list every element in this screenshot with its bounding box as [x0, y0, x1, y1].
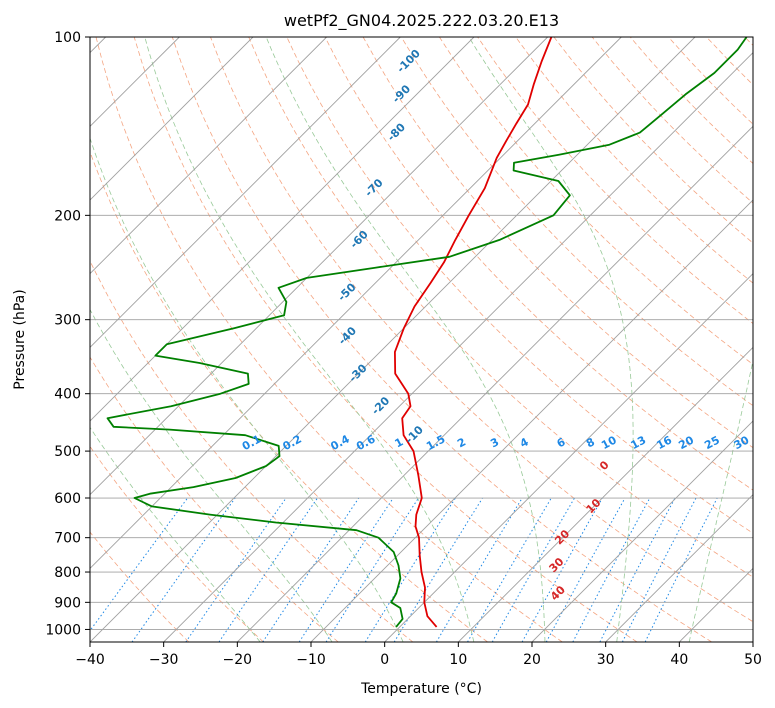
mixing-ratio-line — [545, 497, 626, 642]
isotherm-line — [163, 52, 753, 642]
dry-adiabat-line — [515, 37, 753, 284]
x-tick-label: 20 — [523, 652, 541, 668]
x-axis-label: Temperature (°C) — [360, 681, 482, 697]
mixing-ratio-line — [90, 497, 189, 632]
isotherm-line — [90, 37, 548, 496]
dry-adiabat-line — [400, 37, 753, 407]
moist-adiabat-line — [468, 37, 634, 642]
dry-adiabat-line — [210, 37, 753, 623]
dry-adiabat-line — [133, 37, 638, 642]
mixing-ratio-label: 25 — [702, 433, 722, 452]
y-tick-label: 1000 — [45, 622, 81, 638]
y-tick-label: 200 — [54, 208, 81, 224]
dry-adiabat-line — [95, 37, 563, 642]
mixing-ratio-label: 10 — [599, 433, 619, 452]
chart-title: wetPf2_GN04.2025.222.03.20.E13 — [284, 11, 559, 31]
mixing-ratio-label: 20 — [676, 433, 696, 452]
y-tick-label: 400 — [54, 387, 81, 403]
dry-adiabat-line — [324, 37, 753, 491]
dry-adiabat-line — [90, 445, 264, 642]
profile-line — [106, 37, 748, 628]
isotherm-line — [310, 199, 753, 642]
dry-adiabat-line — [90, 531, 190, 642]
isotherm-line — [90, 37, 475, 422]
x-tick-label: 10 — [449, 652, 467, 668]
mixing-ratio-line — [435, 497, 523, 642]
y-tick-label: 600 — [54, 491, 81, 507]
x-tick-label: 50 — [744, 652, 762, 668]
x-tick-label: −20 — [223, 652, 253, 668]
mixing-ratio-label: 30 — [732, 433, 752, 452]
moist-adiabat-line — [144, 37, 475, 642]
isotherm-line — [237, 125, 753, 642]
y-axis-ticks: 100 200 300 400 500 600 700 800 900 1000 — [45, 30, 90, 638]
mixing-ratio-label: 13 — [629, 433, 649, 452]
dry-adiabat-line — [90, 150, 488, 642]
mixing-ratio-line — [393, 497, 483, 642]
isotherm-line — [90, 37, 696, 642]
plot-frame — [89, 36, 754, 643]
x-tick-label: 0 — [380, 652, 389, 668]
dry-adiabat-line — [439, 37, 753, 365]
dry-adiabat-line — [171, 37, 712, 642]
y-tick-label: 700 — [54, 531, 81, 547]
series-layer — [106, 37, 748, 628]
moist-adiabat-line — [265, 37, 546, 642]
dry-adiabat-line — [248, 37, 753, 578]
y-tick-label: 800 — [54, 565, 81, 581]
dry-adiabat-line — [90, 356, 339, 642]
y-tick-label: 300 — [54, 313, 81, 329]
y-tick-label: 500 — [54, 444, 81, 460]
mixing-ratio-line — [621, 497, 697, 642]
x-tick-label: 30 — [597, 652, 615, 668]
mixing-ratio-line — [644, 497, 718, 642]
mixing-ratio-line — [572, 497, 651, 642]
mixing-ratio-line — [599, 497, 676, 642]
mixing-ratio-label: 16 — [654, 433, 674, 452]
x-tick-label: −10 — [296, 652, 326, 668]
y-tick-label: 900 — [54, 595, 81, 611]
moist-adiabat-line — [688, 358, 753, 642]
y-tick-label: 100 — [54, 30, 81, 46]
isotherm-line — [458, 346, 753, 642]
mixing-ratio-line — [364, 497, 456, 642]
moist-adiabats — [90, 37, 753, 642]
moist-adiabat-line — [90, 426, 261, 642]
x-tick-label: 40 — [670, 652, 688, 668]
y-axis-label: Pressure (hPa) — [12, 289, 28, 389]
moist-adiabat-line — [90, 308, 333, 642]
isotherm-line — [90, 37, 401, 348]
isotherm-line — [384, 273, 753, 642]
isotherm-line — [90, 37, 327, 275]
x-tick-label: −30 — [149, 652, 179, 668]
x-axis-ticks: −40 −30 −20 −10 0 10 20 30 40 50 — [75, 642, 762, 668]
isotherms — [90, 37, 753, 642]
isotherm-line — [605, 494, 753, 642]
isotherm-line — [90, 37, 622, 569]
mixing-ratio-line — [131, 497, 236, 642]
dry-adiabats — [90, 37, 753, 642]
isotherm-line — [90, 37, 254, 201]
isotherm-line — [531, 420, 753, 642]
x-tick-label: −40 — [75, 652, 105, 668]
profile-line — [394, 37, 553, 628]
